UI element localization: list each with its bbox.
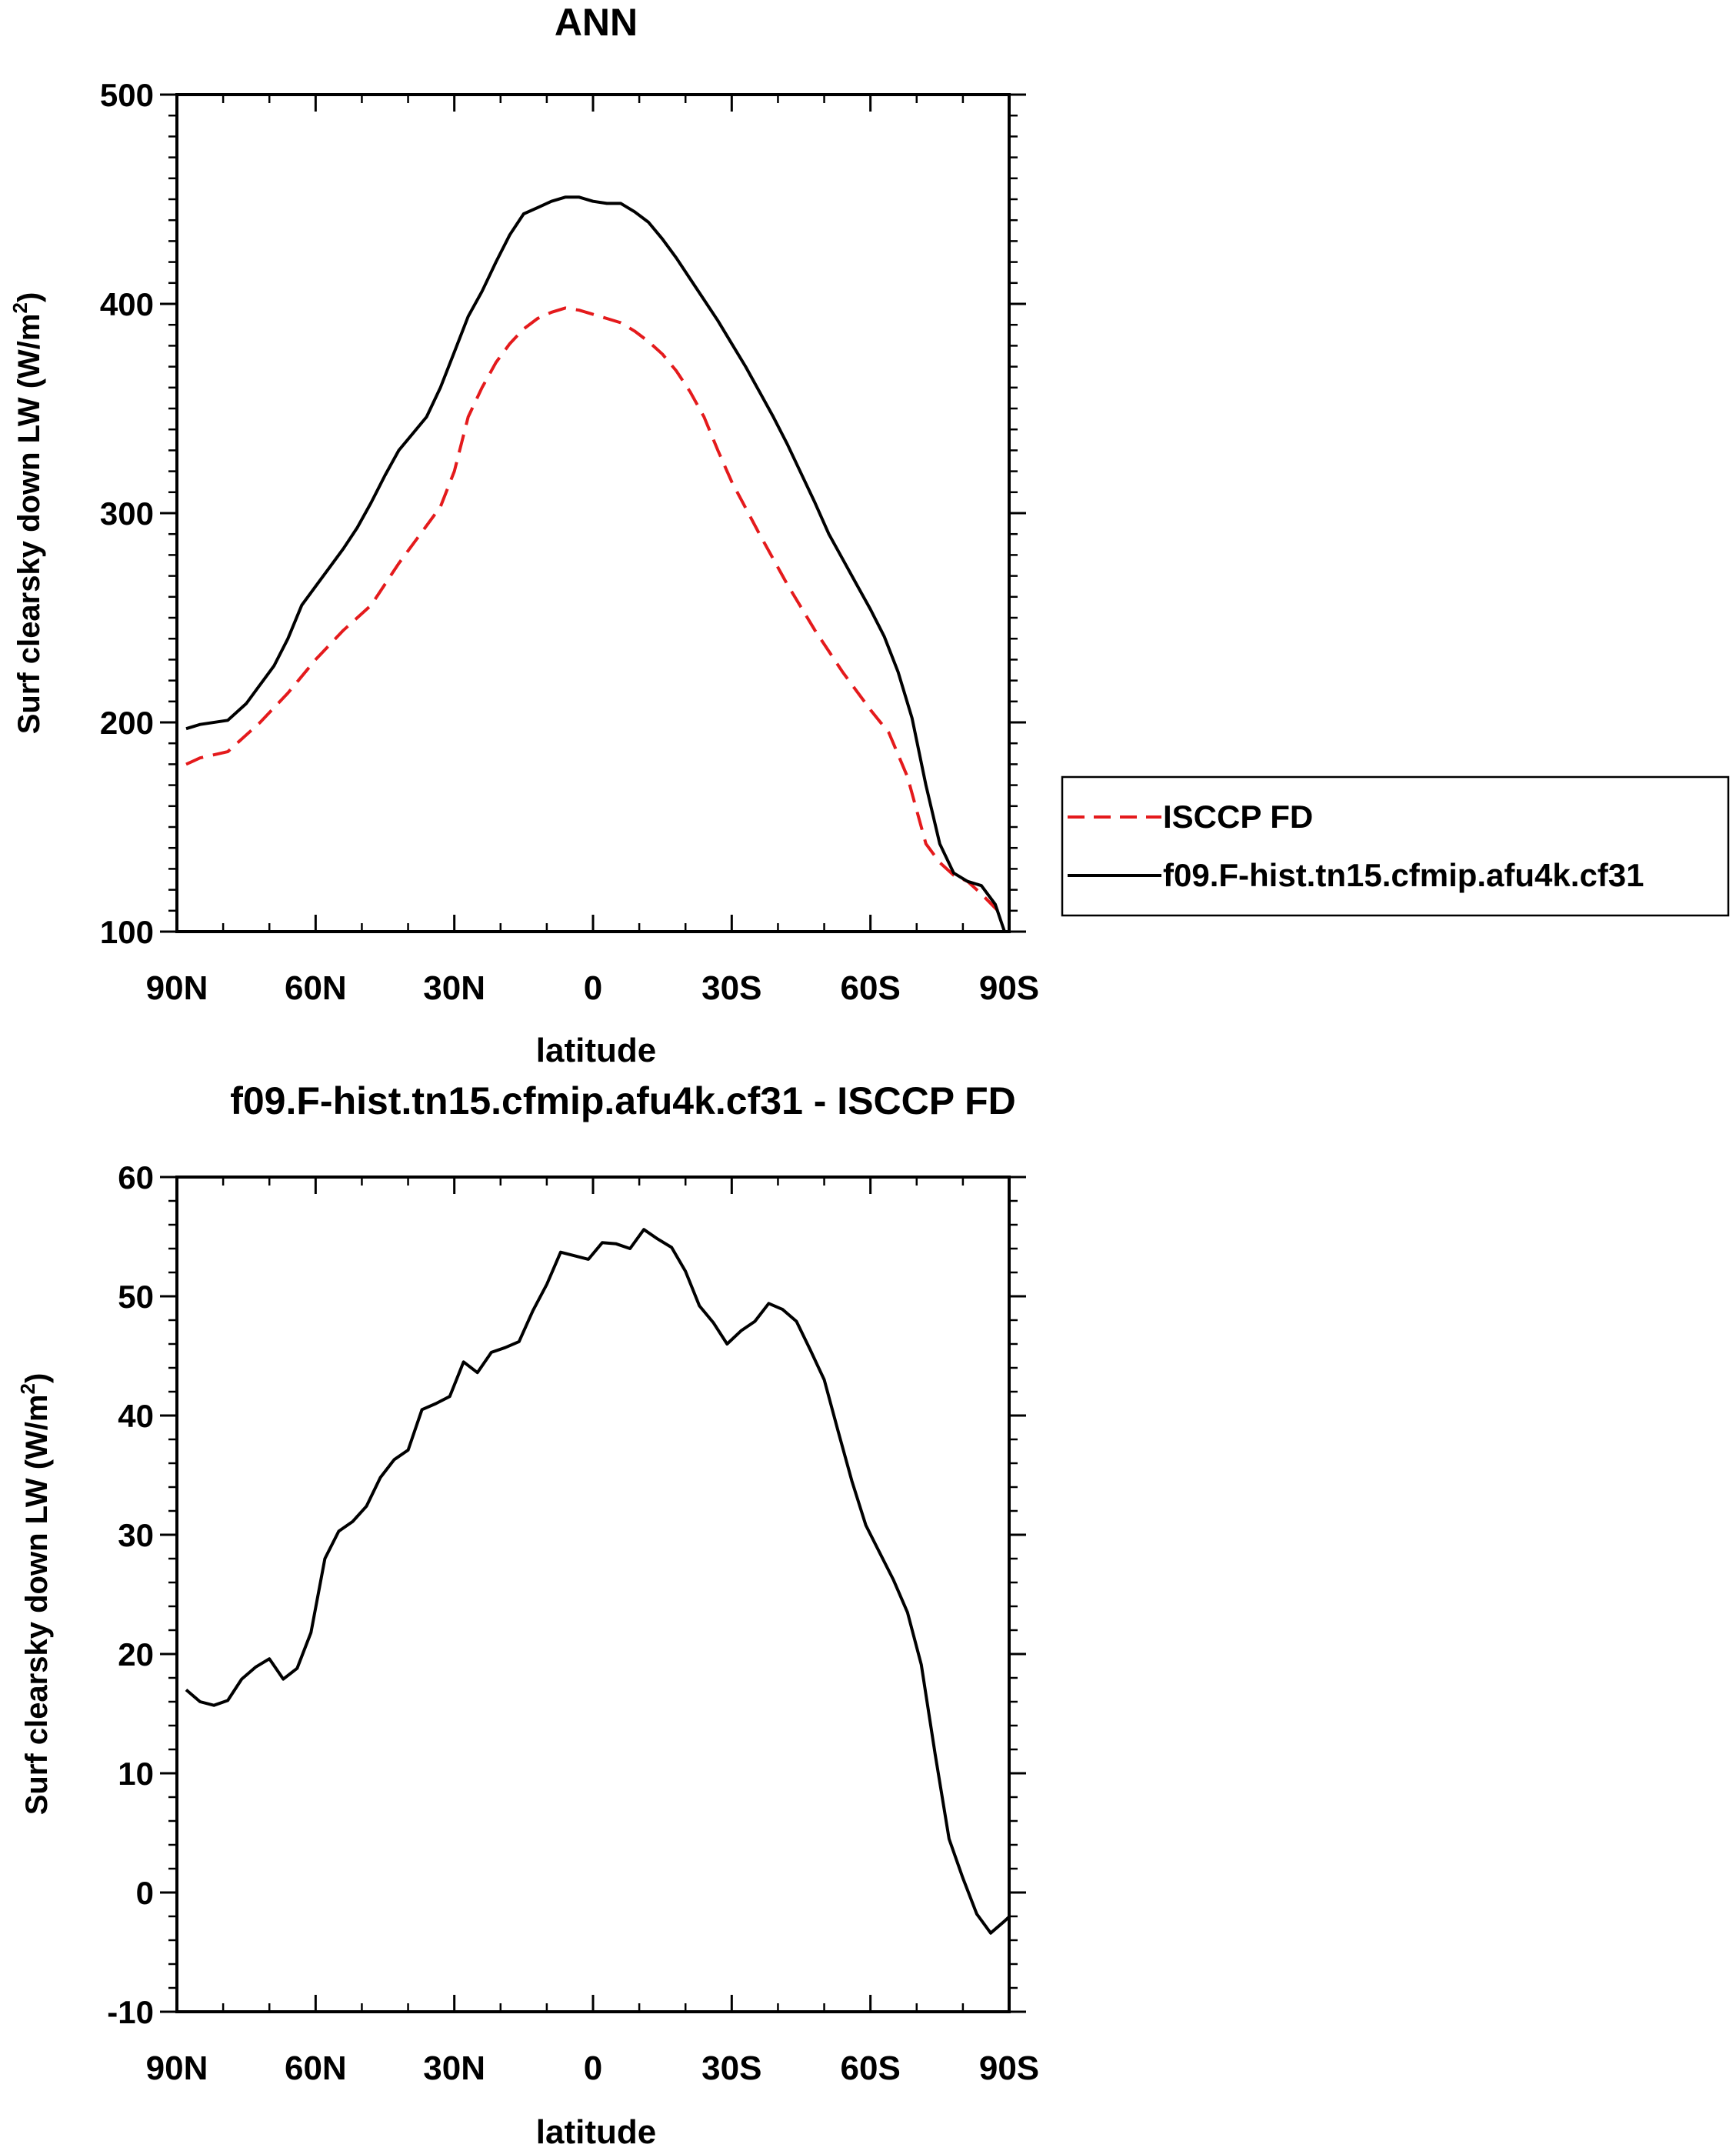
bottom-y-axis-label-sup: 2 xyxy=(16,1383,39,1394)
bottom-x-tick-label: 30S xyxy=(701,2049,761,2087)
bottom-y-axis-label: Surf clearsky down LW (W/m2) xyxy=(16,1373,54,1816)
top-x-tick-label: 60N xyxy=(285,969,347,1007)
top-x-tick-label: 90N xyxy=(146,969,208,1007)
top-x-tick-label: 0 xyxy=(584,969,602,1007)
bottom-series-line-0 xyxy=(185,1228,1009,1935)
top-y-axis-label: Surf clearsky down LW (W/m2) xyxy=(8,292,46,735)
bottom-x-tick-label: 60N xyxy=(285,2049,347,2087)
bottom-x-tick-label: 60S xyxy=(841,2049,901,2087)
bottom-panel: f09.F-hist.tn15.cfmip.afu4k.cf31 - ISCCP… xyxy=(16,1079,1039,2151)
bottom-plot-frame xyxy=(175,1176,1011,2013)
top-y-axis-label-text: Surf clearsky down LW (W/m xyxy=(12,314,46,735)
top-series-line-0 xyxy=(185,306,1001,914)
bottom-x-axis-label: latitude xyxy=(536,2113,656,2151)
top-panel: ANN 90N 60N 30N 0 30S 60S 90S 100 200 300 400 500 l… xyxy=(8,1,1730,1069)
top-x-tick-label: 60S xyxy=(841,969,901,1007)
bottom-y-tick-label: 60 xyxy=(118,1159,154,1196)
top-y-tick-label: 500 xyxy=(100,77,154,113)
top-axes-group: 90N 60N 30N 0 30S 60S 90S 100 200 300 400 500 xyxy=(100,77,1039,1007)
top-y-axis-label-sup: 2 xyxy=(8,302,32,313)
legend: ISCCP FD f09.F-hist.tn15.cfmip.afu4k.cf3… xyxy=(1061,775,1730,917)
top-chart-title: ANN xyxy=(555,1,638,44)
bottom-y-tick-label: 50 xyxy=(118,1279,154,1315)
legend-label-isccp: ISCCP FD xyxy=(1163,799,1313,835)
top-x-axis-label: latitude xyxy=(536,1032,656,1069)
bottom-y-tick-label: 10 xyxy=(118,1756,154,1792)
bottom-chart-title: f09.F-hist.tn15.cfmip.afu4k.cf31 - ISCCP… xyxy=(230,1079,1016,1122)
bottom-y-tick-label: 0 xyxy=(136,1875,154,1911)
bottom-y-axis-label-text: Surf clearsky down LW (W/m xyxy=(20,1395,54,1816)
bottom-y-tick-label: 40 xyxy=(118,1398,154,1434)
bottom-series-group xyxy=(185,1228,1009,1935)
top-y-tick-label: 100 xyxy=(100,914,154,950)
bottom-y-tick-label: -10 xyxy=(107,1994,154,2030)
legend-label-model: f09.F-hist.tn15.cfmip.afu4k.cf31 xyxy=(1163,857,1644,893)
legend-box xyxy=(1061,775,1730,917)
bottom-x-tick-label: 90S xyxy=(979,2049,1039,2087)
top-y-axis-label-end: ) xyxy=(12,292,46,302)
top-x-tick-label: 90S xyxy=(979,969,1039,1007)
bottom-x-tick-label: 90N xyxy=(146,2049,208,2087)
top-plot-frame xyxy=(175,93,1011,933)
bottom-x-tick-label: 30N xyxy=(423,2049,485,2087)
bottom-y-tick-label: 30 xyxy=(118,1517,154,1553)
top-series-group xyxy=(185,195,1006,932)
top-series-line-1 xyxy=(185,195,1006,932)
top-x-tick-label: 30S xyxy=(701,969,761,1007)
top-y-tick-label: 300 xyxy=(100,495,154,532)
bottom-y-tick-label: 20 xyxy=(118,1636,154,1672)
top-y-tick-label: 400 xyxy=(100,286,154,322)
bottom-y-axis-label-end: ) xyxy=(20,1373,54,1383)
bottom-axes-group: 90N 60N 30N 0 30S 60S 90S -10 0 10 20 30 40 50 60 xyxy=(107,1159,1039,2087)
top-x-tick-label: 30N xyxy=(423,969,485,1007)
top-y-tick-label: 200 xyxy=(100,705,154,741)
bottom-x-tick-label: 0 xyxy=(584,2049,602,2087)
